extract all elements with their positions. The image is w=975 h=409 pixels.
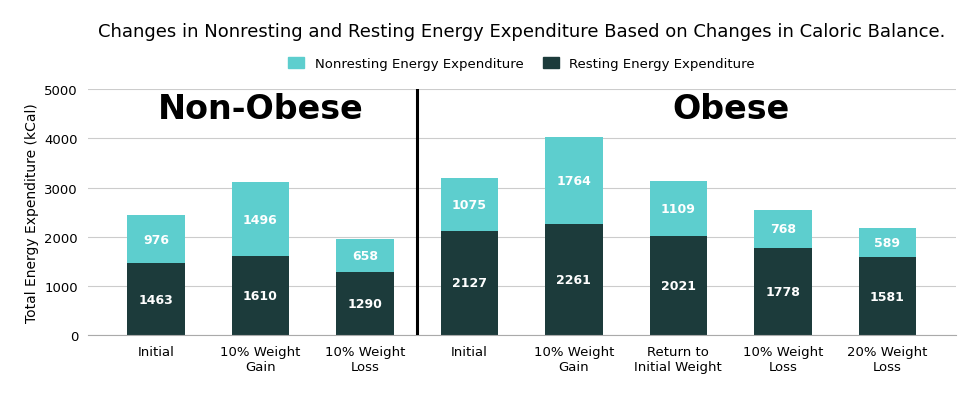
Text: 1778: 1778 — [765, 285, 800, 298]
Text: 2127: 2127 — [451, 277, 487, 290]
Bar — [441, 178, 498, 231]
Bar — [127, 263, 184, 335]
Text: 1764: 1764 — [557, 175, 591, 188]
Y-axis label: Total Energy Expenditure (kCal): Total Energy Expenditure (kCal) — [24, 103, 39, 322]
Bar — [336, 272, 394, 335]
Text: 1109: 1109 — [661, 202, 696, 216]
Text: 976: 976 — [143, 233, 169, 246]
Bar — [545, 138, 603, 225]
Text: 1581: 1581 — [870, 290, 905, 303]
Title: Changes in Nonresting and Resting Energy Expenditure Based on Changes in Caloric: Changes in Nonresting and Resting Energy… — [98, 23, 946, 41]
Bar — [545, 225, 603, 335]
Text: Non-Obese: Non-Obese — [158, 93, 364, 126]
Text: 2261: 2261 — [557, 273, 591, 286]
Bar — [232, 256, 290, 335]
Text: 1610: 1610 — [243, 290, 278, 302]
Text: 1075: 1075 — [451, 198, 487, 211]
Bar — [649, 182, 707, 236]
Bar — [232, 183, 290, 256]
Bar — [127, 216, 184, 263]
Bar — [754, 248, 811, 335]
Text: 1463: 1463 — [138, 293, 174, 306]
Text: 2021: 2021 — [661, 279, 696, 292]
Text: 658: 658 — [352, 249, 378, 263]
Text: 768: 768 — [770, 223, 796, 236]
Legend: Nonresting Energy Expenditure, Resting Energy Expenditure: Nonresting Energy Expenditure, Resting E… — [283, 52, 760, 76]
Text: Obese: Obese — [672, 93, 789, 126]
Text: 1496: 1496 — [243, 213, 278, 226]
Text: 1290: 1290 — [347, 297, 382, 310]
Bar — [859, 229, 916, 258]
Bar — [649, 236, 707, 335]
Bar — [859, 258, 916, 335]
Text: 589: 589 — [875, 237, 900, 250]
Bar — [441, 231, 498, 335]
Bar — [336, 240, 394, 272]
Bar — [754, 210, 811, 248]
